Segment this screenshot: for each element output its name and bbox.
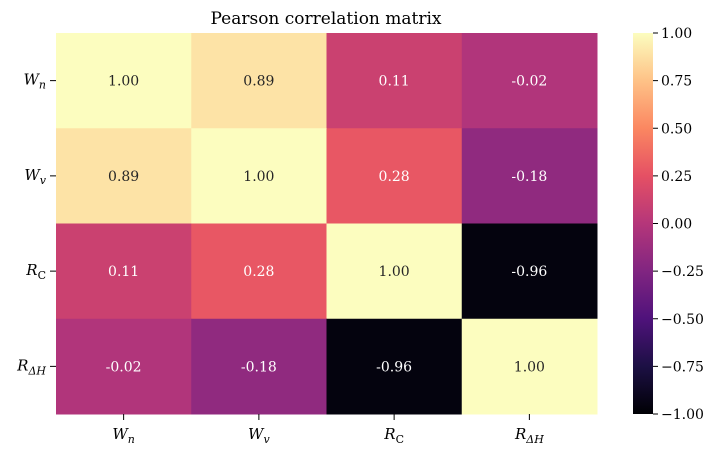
colorbar-tick-label: −1.00 [661, 407, 704, 423]
y-tick-label: RC [25, 261, 46, 282]
cell-value-label: 1.00 [514, 359, 545, 375]
heatmap-cell [326, 318, 463, 415]
colorbar-tick-label: 1.00 [661, 26, 692, 42]
cell-value-label: -0.02 [106, 359, 142, 375]
cell-value-label: 0.11 [379, 74, 410, 90]
cell-value-label: -0.02 [511, 74, 547, 90]
heatmap-cell [56, 318, 192, 415]
heatmap-cell [56, 128, 192, 224]
x-tick-label: RΔH [514, 425, 544, 446]
x-tick-label: Wv [248, 425, 270, 446]
heatmap-cell [191, 128, 327, 224]
heatmap-cell [56, 33, 192, 129]
cell-value-label: 0.28 [243, 264, 274, 280]
colorbar-gradient [633, 33, 653, 414]
heatmap-cell [461, 33, 598, 129]
heatmap-cell [56, 223, 192, 320]
cell-value-label: -0.96 [376, 359, 412, 375]
heatmap-cell [326, 33, 463, 129]
chart-title: Pearson correlation matrix [210, 9, 441, 29]
cell-value-label: 1.00 [379, 264, 410, 280]
colorbar-tick-label: 0.75 [661, 74, 692, 90]
heatmap-cell [191, 223, 327, 320]
heatmap-cell [461, 318, 598, 415]
colorbar-tick-label: 0.25 [661, 169, 692, 185]
cell-value-label: -0.96 [511, 264, 547, 280]
x-axis: Wn Wv RC RΔH [112, 414, 544, 446]
cell-value-label: 1.00 [108, 74, 139, 90]
heatmap-cell [461, 128, 598, 224]
y-axis: Wn Wv RC RΔH [16, 71, 56, 377]
x-tick-label: Wn [112, 425, 135, 446]
heatmap-cell [326, 223, 463, 320]
colorbar-ticks: 1.00 0.75 0.50 0.25 0.00 −0.25 −0.50 −0.75 −1.00 [653, 26, 704, 423]
colorbar-tick-label: −0.25 [661, 264, 704, 280]
heatmap-cell [191, 318, 327, 415]
cell-value-label: -0.18 [511, 169, 547, 185]
y-tick-label: RΔH [16, 356, 46, 377]
heatmap-cell [326, 128, 463, 224]
heatmap-cells [56, 33, 598, 415]
cell-value-label: -0.18 [241, 359, 277, 375]
colorbar: 1.00 0.75 0.50 0.25 0.00 −0.25 −0.50 −0.75 −1.00 [633, 26, 704, 423]
cell-value-label: 1.00 [243, 169, 274, 185]
colorbar-tick-label: −0.50 [661, 312, 704, 328]
x-tick-label: RC [383, 425, 404, 446]
cell-value-label: 0.89 [108, 169, 139, 185]
heatmap-cell [461, 223, 598, 320]
y-tick-label: Wn [23, 71, 46, 92]
y-tick-label: Wv [24, 166, 46, 187]
colorbar-tick-label: −0.75 [661, 359, 704, 375]
cell-value-label: 0.11 [108, 264, 139, 280]
cell-value-label: 0.28 [379, 169, 410, 185]
colorbar-tick-label: 0.50 [661, 121, 692, 137]
heatmap-cell-labels: 1.00 0.89 0.11 -0.02 0.89 1.00 0.28 -0.18 0.11 0.… [106, 74, 548, 376]
colorbar-tick-label: 0.00 [661, 217, 692, 233]
heatmap-cell [191, 33, 327, 129]
cell-value-label: 0.89 [243, 74, 274, 90]
